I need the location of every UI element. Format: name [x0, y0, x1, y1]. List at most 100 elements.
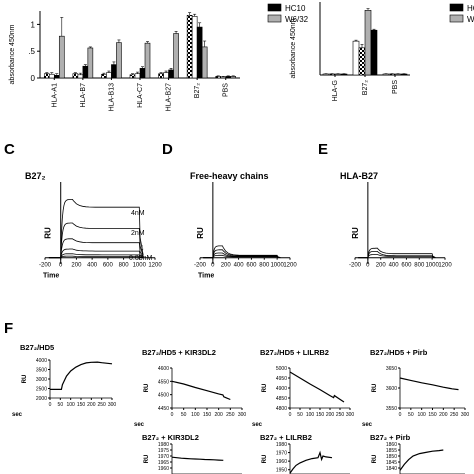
- y-tick-label: 1965: [158, 460, 169, 466]
- bar: [400, 73, 408, 76]
- sensorgram-curve: [203, 254, 281, 259]
- x-tick-label: 1200: [148, 263, 162, 269]
- sensorgram-curve: [48, 222, 144, 259]
- y-tick-label: 3000: [36, 377, 47, 383]
- sensorgram-curve: [358, 254, 436, 259]
- y-tick-label: 4900: [276, 386, 287, 392]
- bar: [116, 42, 122, 79]
- bar: [340, 73, 348, 76]
- panel-title: B27₂: [25, 171, 46, 181]
- y-axis-label: RU: [196, 227, 205, 239]
- x-tick-label: 300: [461, 412, 470, 418]
- x-tick-label: 400: [234, 263, 245, 269]
- legend-swatch: [449, 3, 464, 12]
- x-tick-label: HLA-B27: [166, 83, 173, 112]
- sensorgram-f4: B27₂/HD5 + Pirb 3550 3600 3650 0 50 100 150 200 2…: [362, 348, 469, 428]
- x-tick-label: B27₂: [362, 80, 369, 95]
- x-tick-label: 250: [336, 412, 345, 418]
- bar: [352, 40, 360, 76]
- bar: [43, 73, 50, 79]
- legend-label: W6/32: [467, 15, 474, 24]
- bar: [328, 73, 336, 76]
- x-tick-label: 1200: [438, 263, 452, 269]
- sensorgram-curve: [50, 361, 113, 390]
- y-tick-label: 1960: [276, 459, 287, 465]
- x-tick-label: 0: [366, 263, 370, 269]
- y-tick-label: 1970: [276, 451, 287, 457]
- x-tick-label: 200: [439, 412, 448, 418]
- sensorgram-curve: [171, 380, 231, 401]
- x-tick-label: 0: [211, 263, 215, 269]
- x-axis-label: sec: [252, 422, 263, 428]
- sensorgram-curve: [203, 249, 281, 259]
- y-tick-label: 1: [31, 20, 36, 29]
- y-tick-label: 1860: [386, 442, 397, 448]
- bar: [334, 73, 342, 76]
- panel-label-e: E: [318, 141, 328, 158]
- x-tick-label: 100: [191, 412, 200, 418]
- y-tick-label: 5000: [276, 366, 287, 372]
- annotation-2nm: 2nM: [131, 230, 145, 237]
- x-tick-label: 150: [316, 412, 325, 418]
- y-tick-label: 3550: [386, 406, 397, 412]
- x-tick-label: HLA-A1: [51, 83, 58, 108]
- bar: [382, 73, 390, 76]
- panel-title: Free-heavy chains: [190, 171, 269, 181]
- y-axis-label: RU: [262, 455, 268, 464]
- sensorgram-f2: B27₂/HD5 + KIR3DL2 4450 4500 4550 4600 0 50 100…: [134, 348, 246, 428]
- sensorgram-curve: [358, 251, 436, 259]
- x-tick-label: 50: [408, 412, 414, 418]
- bar: [388, 73, 396, 76]
- legend-swatch: [267, 3, 282, 12]
- annotation-arrow: ↓: [140, 242, 145, 252]
- x-tick-label: HLA-B13: [108, 83, 115, 112]
- sensorgram-curve: [289, 450, 333, 474]
- x-tick-label: 100: [66, 402, 75, 408]
- panel-label-f: F: [4, 320, 13, 337]
- x-tick-label: 600: [401, 263, 412, 269]
- bar: [186, 14, 193, 79]
- panel-title: B27₂/HD5 + LILRB2: [260, 348, 329, 357]
- x-tick-label: 150: [77, 402, 86, 408]
- x-tick-label: 1000: [133, 263, 147, 269]
- x-tick-label: -200: [349, 263, 362, 269]
- y-axis-label: RU: [144, 455, 150, 464]
- sensorgram-curve: [48, 248, 144, 259]
- sensorgram-curve: [48, 238, 144, 259]
- bar: [196, 26, 203, 79]
- x-tick-label: 250: [450, 412, 459, 418]
- chart-panels: 0 .5 1 absorbance 450nm HLA-A1 HLA-B7 HLA-B13 H…: [9, 2, 474, 474]
- bar: [163, 72, 169, 79]
- y-tick-label: 4950: [276, 376, 287, 382]
- panel-title: B27₂/HD5 + KIR3DL2: [142, 348, 216, 357]
- x-tick-label: 100: [306, 412, 315, 418]
- sensorgram-curve: [203, 252, 281, 259]
- bar: [322, 73, 330, 76]
- y-tick-label: 4850: [276, 396, 287, 402]
- x-axis-label: sec: [362, 422, 373, 428]
- x-tick-label: 0: [289, 412, 292, 418]
- x-tick-label: 600: [246, 263, 257, 269]
- y-tick-label: 4800: [276, 406, 287, 412]
- x-tick-label: 200: [214, 412, 223, 418]
- y-axis-label: RU: [144, 384, 150, 393]
- x-tick-label: 50: [58, 402, 64, 408]
- y-tick-label: 1960: [158, 466, 169, 472]
- x-tick-label: 200: [376, 263, 387, 269]
- y-tick-label: 2500: [36, 387, 47, 393]
- annotation-005nm: 0.05nM: [129, 255, 153, 262]
- sensorgram-f3: B27₂/HD5 + LILRB2 4800 4850 4900 4950 5000 0 50…: [252, 348, 354, 428]
- y-axis-label: RU: [262, 384, 268, 393]
- y-tick-label: 2000: [36, 396, 47, 402]
- legend-label: W6/32: [285, 15, 309, 24]
- sensorgram-curve: [399, 449, 444, 471]
- bar-chart-a: 0 .5 1 absorbance 450nm HLA-A1 HLA-B7 HLA-B13 H…: [9, 3, 309, 112]
- bar: [215, 76, 222, 79]
- y-tick-label: 1840: [386, 466, 397, 472]
- x-tick-label: 1000: [270, 263, 284, 269]
- x-tick-label: 1000: [425, 263, 439, 269]
- sensorgram-curve: [48, 199, 144, 259]
- x-tick-label: 300: [238, 412, 247, 418]
